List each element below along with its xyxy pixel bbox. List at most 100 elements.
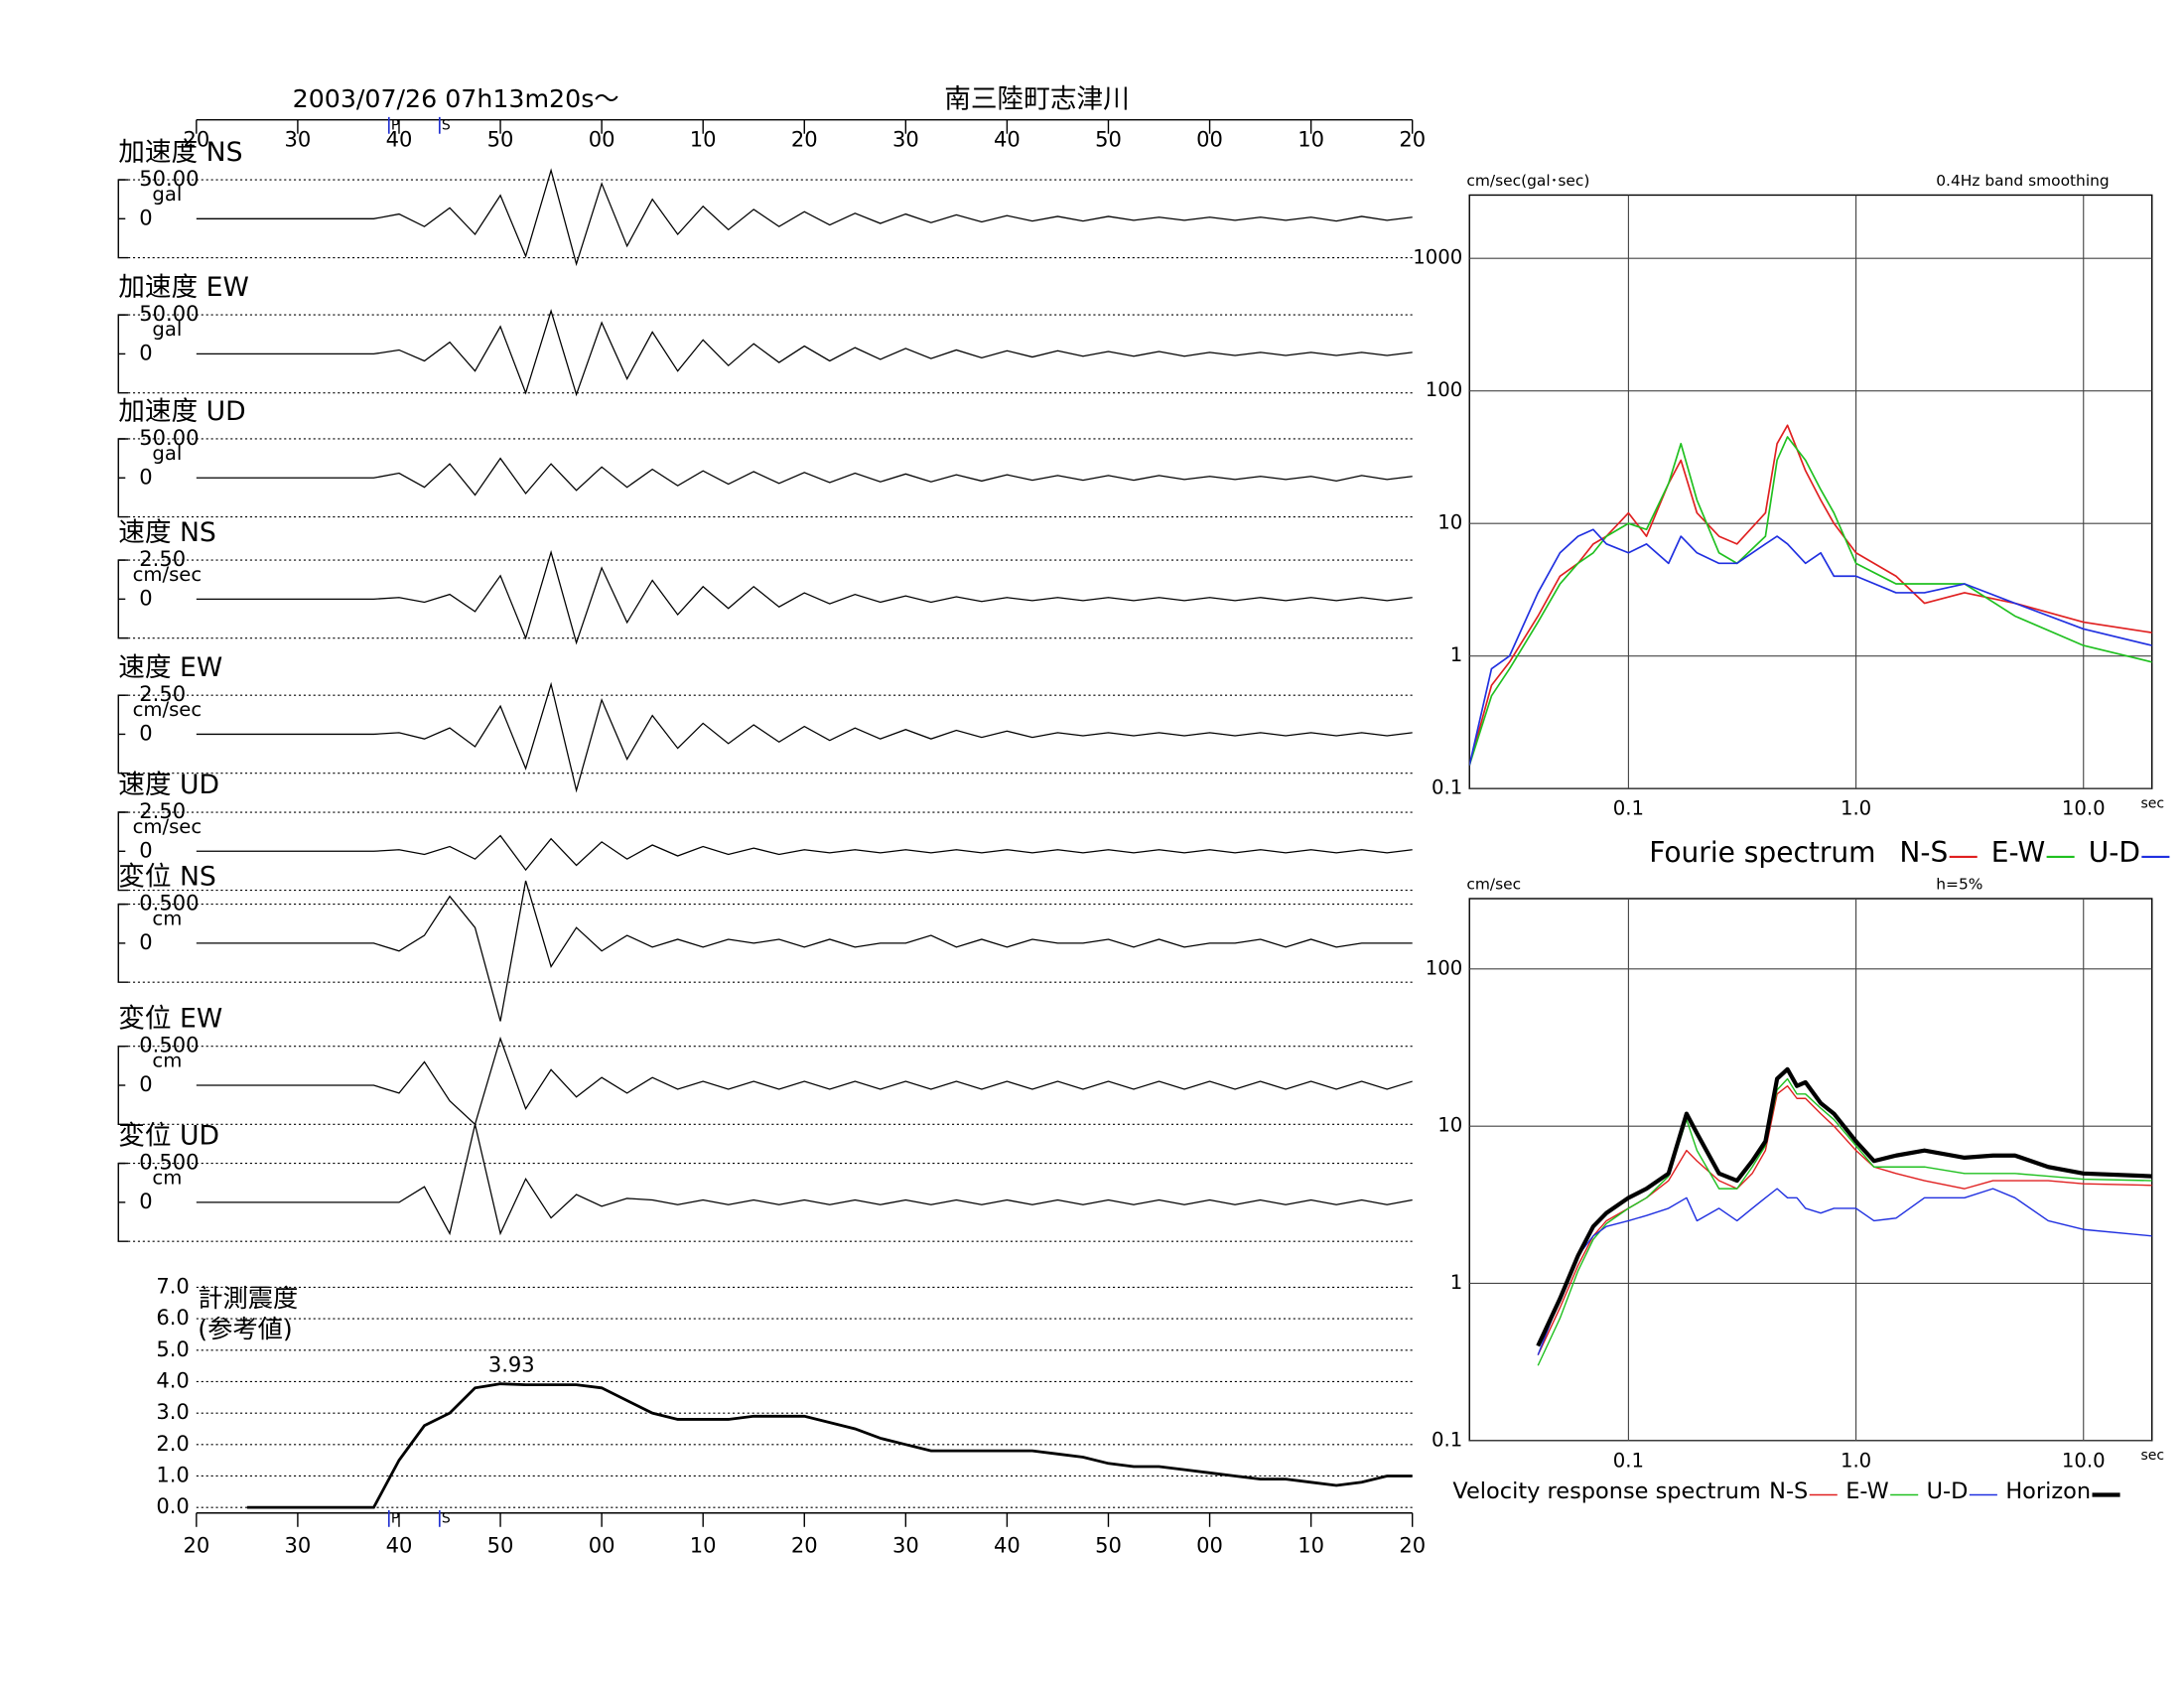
- legend-label: Horizon: [2005, 1478, 2091, 1504]
- panel-unit: gal: [152, 442, 182, 465]
- waveform: [196, 1036, 1413, 1126]
- x-tick-label: 10.0: [2062, 1449, 2106, 1472]
- y-tick-label: 0.1: [1432, 776, 1462, 799]
- y-tick-label: 2.50: [139, 798, 186, 823]
- spectrum-line: [1469, 424, 2152, 766]
- y-tick-label: 50.00: [139, 425, 199, 450]
- x-tick-label: 20: [1399, 127, 1426, 152]
- y-tick-label: 7.0: [156, 1273, 189, 1298]
- spectrum-line: [1536, 1066, 2152, 1347]
- x-tick-label: 10.0: [2062, 797, 2106, 820]
- y-tick-label: 50.00: [139, 166, 199, 191]
- y-tick-label: 0: [139, 1189, 152, 1213]
- y-tick-label: 1.0: [156, 1462, 189, 1486]
- y-tick-label: 2.50: [139, 681, 186, 706]
- y-tick-label: 0: [139, 1071, 152, 1096]
- panel-title: 速度 UD: [118, 770, 219, 800]
- x-tick-label: 50: [487, 127, 514, 152]
- panel-unit: cm: [152, 1050, 182, 1072]
- panel-unit: cm/sec: [133, 815, 203, 838]
- y-tick-label: 5.0: [156, 1336, 189, 1361]
- x-tick-label: 40: [994, 1532, 1021, 1557]
- phase-marker-label: P: [391, 117, 399, 133]
- x-tick-label: 40: [386, 127, 413, 152]
- chart-title: 2003/07/26 07h13m20s〜: [293, 84, 619, 113]
- y-tick-label: 1: [1450, 1271, 1462, 1294]
- y-tick-label: 1000: [1413, 246, 1462, 269]
- x-tick-label: 20: [183, 1532, 209, 1557]
- y-tick-label: 0: [139, 837, 152, 862]
- legend-label: E-W: [1845, 1478, 1889, 1504]
- legend-label: E-W: [1991, 836, 2045, 869]
- y-tick-label: 0.500: [139, 1150, 199, 1175]
- y-tick-label: 0: [139, 585, 152, 610]
- x-tick-label: 30: [892, 1532, 919, 1557]
- x-tick-label: 0.1: [1613, 1449, 1644, 1472]
- y-tick-label: 0.500: [139, 1033, 199, 1057]
- x-tick-label: 00: [1196, 127, 1223, 152]
- panel-title: 加速度 EW: [118, 272, 249, 303]
- panel-title: 変位 NS: [118, 861, 216, 892]
- legend-label: N-S: [1899, 836, 1948, 869]
- x-tick-label: 1.0: [1841, 797, 1871, 820]
- spectrum-line: [1537, 1188, 2152, 1355]
- spectrum-line: [1469, 528, 2152, 766]
- y-tick-label: 3.0: [156, 1399, 189, 1424]
- y-tick-label: 0.1: [1432, 1428, 1462, 1451]
- waveform: [196, 880, 1413, 1022]
- x-tick-label: 20: [1399, 1532, 1426, 1557]
- panel-title: 加速度 UD: [118, 396, 245, 427]
- x-axis-label: sec: [2141, 1448, 2165, 1464]
- x-tick-label: 10: [1297, 127, 1324, 152]
- y-tick-label: 0: [139, 929, 152, 954]
- panel-title: 変位 UD: [118, 1120, 219, 1151]
- y-tick-label: 2.0: [156, 1431, 189, 1456]
- y-axis-label: cm/sec(gal･sec): [1466, 172, 1589, 190]
- panel-title: 速度 EW: [118, 652, 222, 683]
- y-tick-label: 0: [139, 720, 152, 745]
- x-tick-label: 20: [183, 127, 209, 152]
- x-tick-label: 00: [589, 1532, 615, 1557]
- y-tick-label: 2.50: [139, 546, 186, 571]
- y-tick-label: 0.500: [139, 891, 199, 915]
- y-tick-label: 0: [139, 464, 152, 489]
- legend-label: N-S: [1769, 1478, 1808, 1504]
- panel-unit: cm: [152, 1167, 182, 1190]
- legend-label: U-D: [1927, 1478, 1969, 1504]
- y-tick-label: 0.0: [156, 1493, 189, 1518]
- panel-unit: cm: [152, 908, 182, 930]
- x-tick-label: 0.1: [1613, 797, 1644, 820]
- x-tick-label: 10: [690, 1532, 717, 1557]
- y-tick-label: 0: [139, 205, 152, 229]
- x-tick-label: 30: [892, 127, 919, 152]
- y-tick-label: 10: [1437, 1114, 1462, 1137]
- x-tick-label: 1.0: [1841, 1449, 1871, 1472]
- waveform: [196, 549, 1413, 645]
- legend-title: Fourie spectrum: [1649, 836, 1875, 869]
- panel-unit: gal: [152, 318, 182, 341]
- x-tick-label: 00: [589, 127, 615, 152]
- phase-marker-label: S: [442, 1510, 451, 1526]
- x-tick-label: 50: [1095, 1532, 1122, 1557]
- y-tick-label: 10: [1437, 511, 1462, 534]
- waveform: [196, 309, 1413, 397]
- x-axis-label: sec: [2141, 796, 2165, 812]
- plot-frame: [1468, 898, 2153, 1442]
- note: h=5%: [1936, 875, 1982, 893]
- y-axis-label: cm/sec: [1466, 875, 1521, 893]
- panel-unit: cm/sec: [133, 563, 203, 586]
- plot-frame: [1468, 194, 2153, 789]
- x-tick-label: 30: [285, 1532, 312, 1557]
- waveform: [196, 681, 1413, 793]
- legend-label: U-D: [2089, 836, 2140, 869]
- y-tick-label: 6.0: [156, 1305, 189, 1330]
- panel-unit: cm/sec: [133, 698, 203, 721]
- waveform: [196, 1124, 1413, 1236]
- y-tick-label: 4.0: [156, 1367, 189, 1392]
- x-tick-label: 20: [791, 127, 818, 152]
- y-tick-label: 100: [1426, 956, 1462, 979]
- y-tick-label: 50.00: [139, 301, 199, 326]
- spectrum-line: [1537, 1077, 2152, 1366]
